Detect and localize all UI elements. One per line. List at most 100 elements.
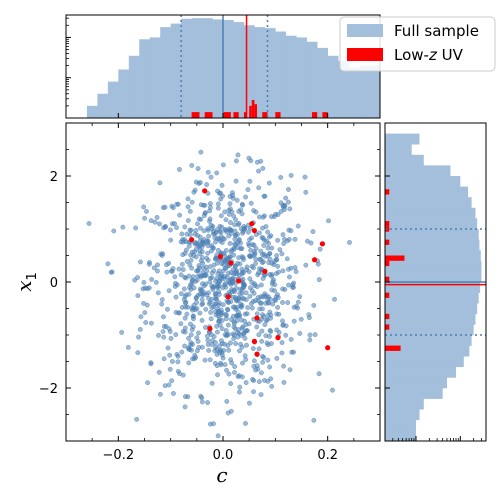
- full-sample-point: [303, 262, 309, 268]
- lowz-uv-point: [228, 260, 234, 266]
- full-sample-point: [111, 228, 117, 234]
- full-sample-point: [205, 226, 211, 231]
- full-sample-point: [206, 347, 212, 353]
- right-hist-bar: [385, 303, 478, 315]
- full-sample-point: [201, 496, 205, 500]
- full-sample-point: [326, 218, 331, 224]
- top-hist-lowz-bar: [233, 112, 239, 118]
- top-hist-lowz-bar: [251, 99, 255, 118]
- top-hist-bar: [149, 37, 161, 119]
- full-sample-point: [292, 265, 298, 271]
- full-sample-point: [226, 290, 232, 295]
- right-hist-bar: [385, 313, 476, 325]
- full-sample-point: [231, 246, 237, 252]
- full-sample-point: [215, 433, 221, 439]
- full-sample-point: [185, 394, 191, 400]
- full-sample-point: [269, 245, 275, 251]
- full-sample-point: [197, 310, 203, 316]
- full-sample-point: [156, 332, 161, 338]
- lowz-uv-point: [254, 351, 260, 357]
- full-sample-point: [182, 404, 188, 410]
- top-hist-lowz-bar: [322, 112, 328, 118]
- full-sample-point: [256, 379, 262, 384]
- full-sample-point: [242, 226, 248, 232]
- right-hist-bar: [385, 419, 416, 431]
- full-sample-point: [154, 214, 160, 220]
- full-sample-point: [175, 368, 181, 374]
- full-sample-point: [134, 416, 140, 422]
- full-sample-point: [199, 249, 205, 255]
- full-sample-point: [179, 261, 185, 267]
- full-sample-point: [237, 384, 243, 390]
- full-sample-point: [233, 178, 239, 184]
- full-sample-point: [258, 370, 264, 376]
- full-sample-point: [204, 333, 210, 339]
- full-sample-point: [310, 229, 316, 235]
- full-sample-point: [295, 223, 301, 229]
- full-sample-point: [259, 235, 265, 241]
- full-sample-point: [316, 371, 322, 377]
- full-sample-point: [226, 371, 232, 377]
- full-sample-point: [311, 417, 317, 423]
- full-sample-point: [215, 284, 221, 290]
- full-sample-point: [214, 329, 220, 335]
- lowz-uv-point: [249, 221, 255, 227]
- full-sample-point: [195, 267, 201, 273]
- right-hist-bar: [385, 324, 474, 336]
- full-sample-point: [202, 357, 208, 363]
- full-sample-point: [167, 227, 173, 233]
- full-sample-point: [204, 255, 210, 261]
- top-hist-lowz-bar: [262, 112, 268, 118]
- full-sample-point: [236, 238, 242, 244]
- full-sample-point: [241, 284, 247, 290]
- full-sample-point: [218, 196, 224, 202]
- full-sample-point: [246, 321, 252, 327]
- full-sample-point: [194, 300, 200, 305]
- full-sample-point: [166, 288, 172, 294]
- full-sample-point: [161, 334, 167, 340]
- full-sample-point: [347, 240, 352, 245]
- full-sample-point: [203, 264, 209, 270]
- right-histogram: [384, 122, 487, 442]
- full-sample-point: [207, 201, 213, 207]
- full-sample-point: [303, 189, 309, 195]
- full-sample-point: [251, 208, 257, 214]
- full-sample-point: [232, 241, 238, 247]
- full-sample-point: [308, 240, 314, 246]
- full-sample-point: [245, 187, 251, 193]
- full-sample-point: [156, 221, 162, 227]
- full-sample-point: [281, 241, 287, 247]
- full-sample-point: [207, 421, 213, 427]
- full-sample-point: [169, 221, 175, 227]
- full-sample-point: [215, 205, 221, 211]
- full-sample-point: [248, 301, 254, 307]
- full-sample-point: [307, 337, 313, 343]
- full-sample-point: [249, 305, 255, 311]
- full-sample-point: [242, 311, 248, 317]
- full-sample-point: [267, 251, 273, 257]
- top-hist-lowz-bar: [249, 105, 252, 118]
- top-hist-bar: [191, 18, 203, 119]
- full-sample-point: [312, 332, 318, 338]
- full-sample-point: [266, 300, 272, 306]
- full-sample-point: [179, 349, 185, 355]
- full-sample-point: [245, 305, 251, 311]
- right-hist-lowz-bar: [385, 276, 390, 282]
- full-sample-point: [174, 225, 179, 231]
- full-sample-point: [185, 218, 191, 224]
- full-sample-point: [189, 327, 195, 333]
- full-sample-point: [195, 221, 200, 227]
- full-sample-point: [230, 278, 236, 284]
- full-sample-point: [295, 305, 301, 311]
- full-sample-point: [154, 268, 160, 274]
- full-sample-point: [231, 336, 237, 342]
- full-sample-point: [227, 201, 233, 207]
- full-sample-point: [143, 320, 149, 325]
- full-sample-point: [234, 197, 240, 203]
- right-hist-lowz-bar: [385, 189, 390, 195]
- full-sample-point: [231, 324, 237, 330]
- full-sample-point: [160, 329, 166, 335]
- full-sample-point: [238, 207, 244, 213]
- full-sample-point: [186, 345, 192, 351]
